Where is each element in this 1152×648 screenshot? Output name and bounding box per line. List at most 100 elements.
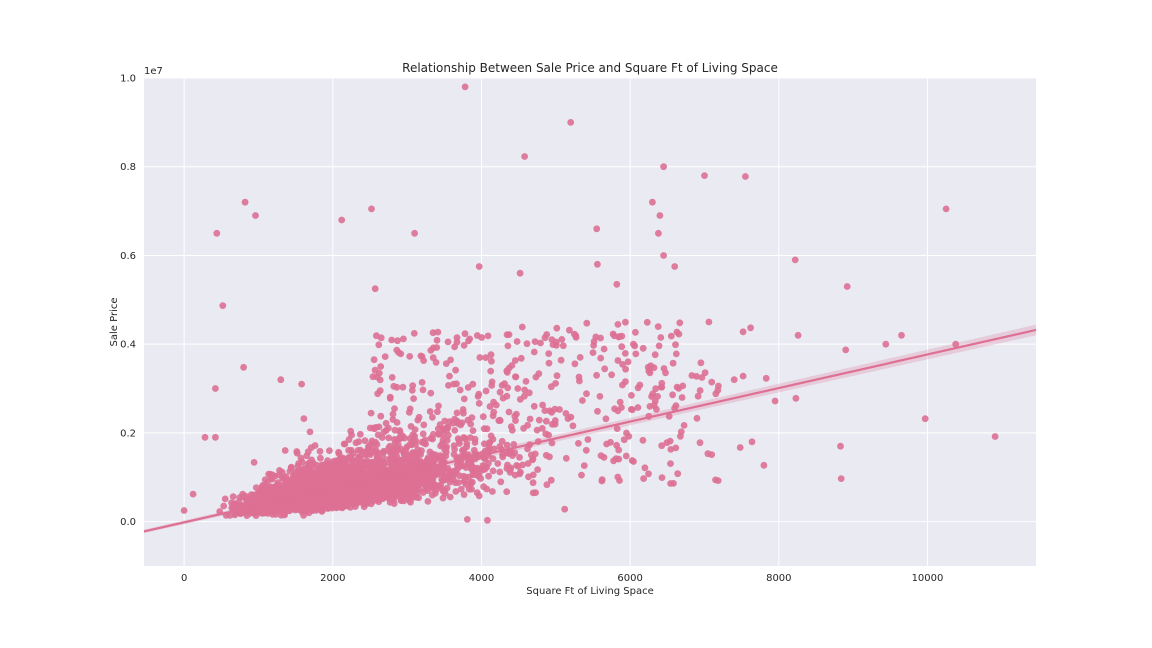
data-point xyxy=(424,498,432,505)
data-point xyxy=(347,453,355,461)
data-point xyxy=(338,216,346,224)
data-point xyxy=(512,373,519,381)
data-point xyxy=(387,484,395,492)
data-point xyxy=(406,353,414,360)
data-point xyxy=(583,319,591,327)
data-point xyxy=(341,440,349,448)
data-point xyxy=(461,330,469,338)
data-point xyxy=(418,379,426,386)
data-point xyxy=(613,280,621,288)
data-point xyxy=(760,461,768,469)
data-point xyxy=(467,479,475,486)
data-point xyxy=(370,464,377,471)
data-point xyxy=(736,444,744,451)
data-point xyxy=(300,465,308,472)
data-point xyxy=(566,326,573,334)
data-point xyxy=(409,382,417,389)
data-point xyxy=(338,459,346,467)
data-point xyxy=(514,385,522,392)
data-point xyxy=(452,488,460,495)
data-point xyxy=(282,473,290,480)
data-point xyxy=(372,458,379,466)
data-point xyxy=(406,441,414,449)
data-point xyxy=(324,500,331,508)
data-point xyxy=(383,477,391,484)
data-point xyxy=(268,505,276,513)
data-point xyxy=(616,398,624,406)
data-point xyxy=(614,357,622,364)
data-point xyxy=(771,397,779,405)
chart-title: Relationship Between Sale Price and Squa… xyxy=(402,61,778,75)
data-point xyxy=(533,426,541,434)
data-point xyxy=(410,330,418,337)
data-point xyxy=(329,467,337,474)
x-tick-label: 4000 xyxy=(469,573,494,584)
data-point xyxy=(446,469,454,477)
data-point xyxy=(594,407,601,415)
data-point xyxy=(400,335,407,343)
data-point xyxy=(571,360,579,368)
data-point xyxy=(435,482,442,489)
data-point xyxy=(714,477,722,484)
data-point xyxy=(504,384,512,392)
data-point xyxy=(584,436,592,443)
data-point xyxy=(250,459,258,466)
data-point xyxy=(437,454,444,462)
data-point xyxy=(293,449,301,457)
data-point xyxy=(674,470,682,478)
data-point xyxy=(677,428,685,436)
data-point xyxy=(389,475,396,483)
data-point xyxy=(651,351,659,359)
data-point xyxy=(647,362,655,370)
data-point xyxy=(562,454,570,462)
data-point xyxy=(373,441,381,448)
data-point xyxy=(505,408,513,416)
data-point xyxy=(530,348,538,356)
data-point xyxy=(715,382,722,390)
data-point xyxy=(212,433,219,441)
data-point xyxy=(517,354,525,362)
data-point xyxy=(431,457,438,464)
data-point xyxy=(385,434,393,442)
data-point xyxy=(671,404,678,412)
data-point xyxy=(429,430,437,438)
data-point xyxy=(658,442,666,450)
data-point xyxy=(415,494,422,502)
data-point xyxy=(622,452,630,460)
data-point xyxy=(498,382,506,389)
data-point xyxy=(521,153,528,160)
data-point xyxy=(486,439,494,446)
data-point xyxy=(316,447,324,455)
data-point xyxy=(455,479,462,486)
data-point xyxy=(551,405,559,413)
data-point xyxy=(762,374,770,382)
data-point xyxy=(252,512,260,519)
x-axis-label: Square Ft of Living Space xyxy=(526,586,653,597)
data-point xyxy=(672,350,680,358)
data-point xyxy=(420,357,427,364)
data-point xyxy=(730,376,738,384)
x-tick-label: 0 xyxy=(181,573,187,584)
x-tick-label: 8000 xyxy=(766,573,791,584)
data-point xyxy=(578,471,585,479)
data-point xyxy=(399,383,407,391)
data-point xyxy=(618,332,626,340)
data-point xyxy=(402,445,410,453)
data-point xyxy=(375,423,383,431)
data-point xyxy=(414,416,422,424)
data-point xyxy=(698,374,706,381)
data-point xyxy=(485,472,492,480)
data-point xyxy=(469,427,477,434)
data-point xyxy=(405,497,413,504)
data-point xyxy=(389,410,397,418)
data-point xyxy=(395,488,402,495)
x-tick-label: 10000 xyxy=(912,573,944,584)
data-point xyxy=(189,490,197,498)
data-point xyxy=(593,371,600,379)
data-point xyxy=(451,427,459,434)
y-multiplier-label: 1e7 xyxy=(144,66,163,77)
data-point xyxy=(529,471,537,479)
data-point xyxy=(406,435,414,442)
data-point xyxy=(277,376,285,384)
